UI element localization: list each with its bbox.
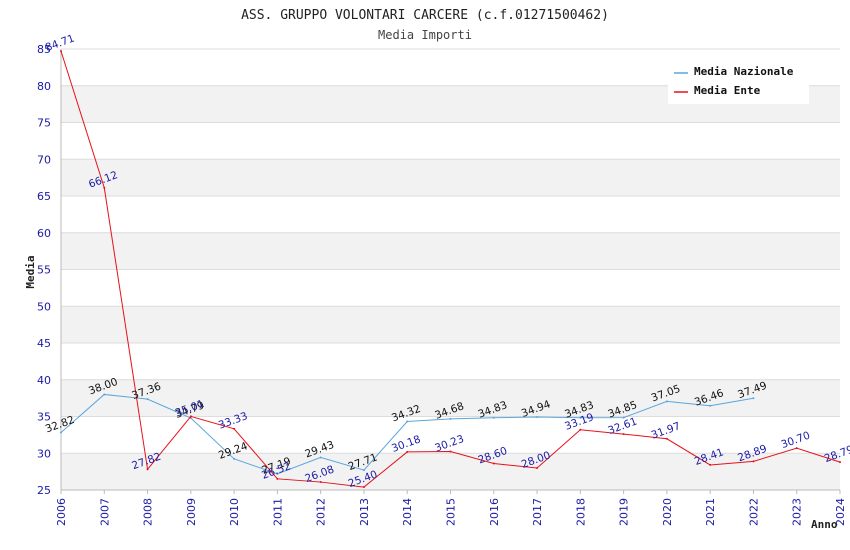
x-axis-label: Anno (811, 518, 838, 531)
y-tick-label: 55 (37, 264, 51, 277)
data-point (536, 466, 539, 469)
y-tick-label: 60 (37, 227, 51, 240)
y-axis-label: Media (24, 255, 37, 288)
x-tick-label: 2013 (358, 498, 371, 526)
x-tick-label: 2006 (55, 498, 68, 526)
data-point (709, 463, 712, 466)
data-point (233, 457, 236, 460)
data-point (665, 437, 668, 440)
data-point (795, 447, 798, 450)
y-tick-label: 25 (37, 484, 51, 497)
data-point (449, 450, 452, 453)
y-axis-ticks: 25 30 35 40 45 50 55 60 65 70 75 80 85 (37, 43, 51, 497)
grid-band (61, 232, 840, 270)
x-tick-label: 2010 (228, 498, 241, 526)
x-tick-label: 2023 (791, 498, 804, 526)
data-point (319, 481, 322, 484)
chart-title: ASS. GRUPPO VOLONTARI CARCERE (c.f.01271… (241, 8, 609, 23)
data-point (492, 462, 495, 465)
data-point (406, 420, 409, 423)
data-point (406, 450, 409, 453)
data-point (60, 50, 62, 53)
x-tick-label: 2019 (618, 498, 631, 526)
data-point (752, 460, 755, 463)
data-label: 84.71 (44, 33, 76, 55)
grid-band (61, 306, 840, 343)
data-point (233, 427, 236, 430)
grid-band (61, 379, 840, 417)
data-point (362, 469, 365, 472)
data-point (752, 397, 755, 400)
y-tick-label: 85 (37, 43, 51, 56)
grid-band (61, 453, 840, 490)
y-tick-label: 30 (37, 447, 51, 460)
legend: Media Nazionale Media Ente (668, 59, 809, 104)
data-point (319, 456, 322, 459)
x-tick-label: 2015 (445, 498, 458, 526)
data-point (449, 417, 452, 420)
data-point (276, 472, 279, 475)
x-tick-label: 2016 (488, 498, 501, 526)
data-point (276, 477, 279, 480)
data-point (579, 428, 582, 431)
x-tick-label: 2011 (271, 498, 284, 526)
legend-label-nazionale: Media Nazionale (694, 65, 794, 78)
data-point (103, 186, 106, 189)
data-point (622, 416, 625, 419)
data-point (146, 398, 149, 401)
legend-label-ente: Media Ente (694, 84, 761, 97)
grid-lines (61, 48, 840, 491)
y-tick-label: 65 (37, 190, 51, 203)
y-tick-label: 35 (37, 411, 51, 424)
x-tick-label: 2020 (661, 498, 674, 526)
y-tick-label: 70 (37, 153, 51, 166)
x-tick-label: 2012 (315, 498, 328, 526)
grid-band (61, 159, 840, 196)
data-point (709, 404, 712, 407)
data-point (492, 416, 495, 419)
x-tick-label: 2008 (142, 498, 155, 526)
y-tick-label: 50 (37, 300, 51, 313)
x-tick-label: 2024 (834, 498, 847, 526)
x-tick-label: 2021 (704, 498, 717, 526)
data-point (362, 486, 365, 489)
data-point (579, 416, 582, 419)
x-tick-label: 2018 (574, 498, 587, 526)
chart-subtitle: Media Importi (378, 28, 472, 42)
data-label: 30.70 (780, 430, 812, 452)
legend-box (668, 59, 809, 104)
x-tick-label: 2022 (747, 498, 760, 526)
data-point (622, 433, 625, 436)
x-tick-label: 2009 (185, 498, 198, 526)
x-tick-label: 2017 (531, 498, 544, 526)
data-point (103, 393, 106, 396)
grid-bands (61, 85, 840, 490)
x-tick-label: 2014 (401, 498, 414, 526)
data-point (189, 415, 192, 418)
y-tick-label: 80 (37, 80, 51, 93)
x-axis-ticks: 2006 2007 2008 2009 2010 2011 2012 2013 2014 2015… (55, 490, 847, 526)
data-point (665, 400, 668, 403)
data-point (536, 415, 539, 418)
series-lines (60, 50, 841, 489)
x-tick-label: 2007 (98, 498, 111, 526)
y-tick-label: 75 (37, 117, 51, 130)
data-point (146, 468, 149, 471)
y-tick-label: 40 (37, 374, 51, 387)
y-tick-label: 45 (37, 337, 51, 350)
data-point (839, 461, 841, 464)
data-point (60, 431, 62, 434)
